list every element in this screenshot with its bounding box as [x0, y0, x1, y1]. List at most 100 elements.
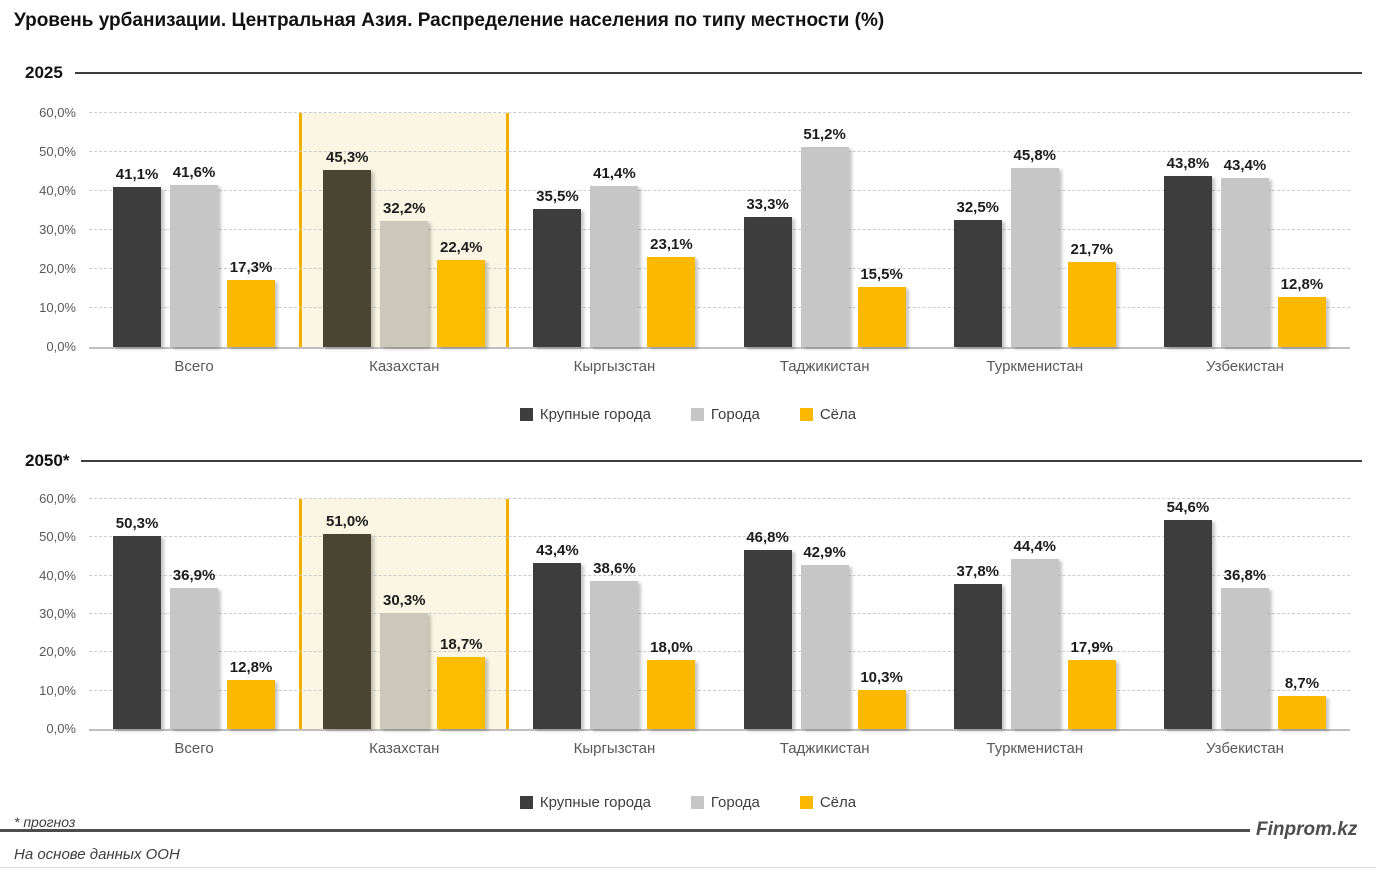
grid-line	[89, 268, 1350, 270]
bar-value-label: 35,5%	[536, 187, 579, 205]
y-tick-label: 30,0%	[39, 606, 76, 621]
footnote: * прогноз	[14, 814, 76, 830]
bar-value-label: 8,7%	[1284, 674, 1320, 692]
section-divider	[74, 72, 1362, 74]
bar-value-label: 37,8%	[956, 563, 1000, 581]
grid-line	[89, 151, 1350, 152]
plot-area-2050: 0,0% 10,0% 20,0% 30,0% 40,0% 50,0% 60,0% 50,3% 3…	[39, 491, 1350, 736]
bar-value-label: 18,7%	[439, 636, 483, 654]
bottom-divider	[0, 867, 1376, 868]
grid-line	[89, 689, 1350, 691]
y-tick-label: 40,0%	[39, 567, 76, 583]
bar: 17,3%	[227, 259, 276, 347]
bar-value-label: 17,9%	[1070, 639, 1114, 657]
legend-item: Города	[690, 794, 760, 811]
bar-value-label: 51,2%	[803, 126, 846, 144]
bar-value-label: 15,5%	[860, 265, 903, 283]
x-category-label: Казахстан	[369, 740, 440, 757]
bar-value-label: 43,4%	[1223, 156, 1267, 174]
bar: 35,5%	[533, 188, 582, 347]
bar: 18,0%	[647, 639, 696, 729]
section-title-2050: 2050*	[25, 451, 70, 470]
bar: 37,8%	[953, 563, 1002, 729]
x-category-label: Кыргызстан	[573, 740, 656, 757]
bar-value-label: 23,1%	[650, 235, 693, 253]
y-tick-label: 0,0%	[46, 339, 76, 354]
bar: 21,7%	[1067, 241, 1116, 347]
x-category-label: Узбекистан	[1205, 740, 1284, 757]
bar-value-label: 17,3%	[229, 258, 273, 276]
y-tick-label: 20,0%	[39, 261, 76, 277]
x-category-label: Всего	[174, 740, 214, 757]
y-tick-label: 50,0%	[39, 144, 76, 159]
legend-item: Крупные города	[519, 406, 651, 423]
bar-value-label: 36,9%	[172, 566, 216, 584]
bar: 32,2%	[380, 200, 429, 347]
bar: 51,2%	[800, 126, 849, 347]
legend-item: Сёла	[799, 793, 857, 811]
bar-group: 45,3% 32,2% 22,4%	[299, 113, 509, 347]
bar: 54,6%	[1163, 499, 1212, 729]
bar-value-label: 51,0%	[325, 512, 369, 530]
x-category-label: Таджикистан	[779, 740, 870, 757]
bar: 36,9%	[170, 567, 219, 729]
bar-value-label: 32,2%	[382, 200, 426, 218]
legend-swatch	[799, 795, 813, 809]
legend-item: Сёла	[799, 405, 857, 423]
bar-value-label: 22,4%	[439, 238, 483, 256]
grid-line	[89, 112, 1350, 113]
bar: 38,6%	[590, 560, 639, 729]
bar-value-label: 32,5%	[956, 199, 1000, 217]
bar: 33,3%	[743, 196, 792, 347]
chart-2025: 0,0% 10,0% 20,0% 30,0% 40,0% 50,0% 60,0% 41,1% 4…	[14, 105, 1362, 354]
chart-section-2050: 2050* 0,0% 10,0% 20,0% 30,0% 40,0% 50,0% 60,0%…	[14, 450, 1362, 812]
bar: 44,4%	[1010, 538, 1059, 729]
bar-group: 43,4% 38,6% 18,0%	[509, 499, 719, 729]
bar: 42,9%	[800, 544, 849, 729]
grid-line	[89, 498, 1350, 499]
bar-value-label: 41,6%	[172, 163, 216, 181]
bar-group: 54,6% 36,8% 8,7%	[1140, 499, 1350, 729]
bar-group: 32,5% 45,8% 21,7%	[930, 113, 1140, 347]
brand-logo: Finprom.kz	[1256, 819, 1358, 840]
bar-group: 37,8% 44,4% 17,9%	[930, 499, 1140, 729]
bar-group: 43,8% 43,4% 12,8%	[1140, 113, 1350, 347]
bar: 30,3%	[380, 592, 429, 729]
legend-item: Города	[690, 405, 760, 423]
bar: 23,1%	[647, 236, 696, 347]
bar-value-label: 21,7%	[1070, 241, 1114, 259]
bar: 10,3%	[857, 669, 906, 729]
legend-2050: Крупные города Города Сёла	[14, 792, 1362, 812]
bar: 18,7%	[437, 636, 486, 729]
bar-value-label: 30,3%	[382, 591, 426, 609]
legend-label: Крупные города	[539, 793, 651, 811]
legend-label: Города	[710, 405, 760, 423]
bar: 41,4%	[590, 165, 639, 347]
bar: 15,5%	[857, 266, 906, 347]
grid-line	[89, 651, 1350, 653]
grid-line	[89, 307, 1350, 309]
bar-value-label: 38,6%	[593, 560, 636, 578]
x-category-label: Туркменистан	[986, 740, 1084, 757]
bar-value-label: 43,8%	[1166, 155, 1210, 173]
y-tick-label: 20,0%	[39, 644, 76, 660]
grid-line	[89, 229, 1350, 230]
bar-value-label: 12,8%	[229, 658, 273, 676]
y-tick-label: 60,0%	[39, 491, 76, 506]
y-tick-label: 50,0%	[39, 529, 76, 545]
legend-swatch	[690, 795, 704, 809]
legend-label: Сёла	[819, 405, 857, 423]
bar-group: 41,1% 41,6% 17,3%	[89, 113, 299, 347]
plot-area-2025: 0,0% 10,0% 20,0% 30,0% 40,0% 50,0% 60,0% 41,1% 4…	[39, 105, 1350, 354]
bar: 12,8%	[227, 659, 276, 729]
x-category-label: Всего	[174, 358, 214, 375]
legend-label: Сёла	[819, 793, 857, 811]
bar-group: 51,0% 30,3% 18,7%	[299, 499, 509, 729]
bar-groups: 50,3% 36,9% 12,8% 51,0% 30,3% 18,7% 43,4% 38,6%…	[89, 499, 1350, 729]
grid-line	[89, 613, 1350, 614]
section-header-2050: 2050*	[14, 450, 1362, 472]
bar-value-label: 45,3%	[325, 149, 369, 167]
grid-line	[89, 190, 1350, 192]
bar-value-label: 50,3%	[115, 515, 159, 533]
